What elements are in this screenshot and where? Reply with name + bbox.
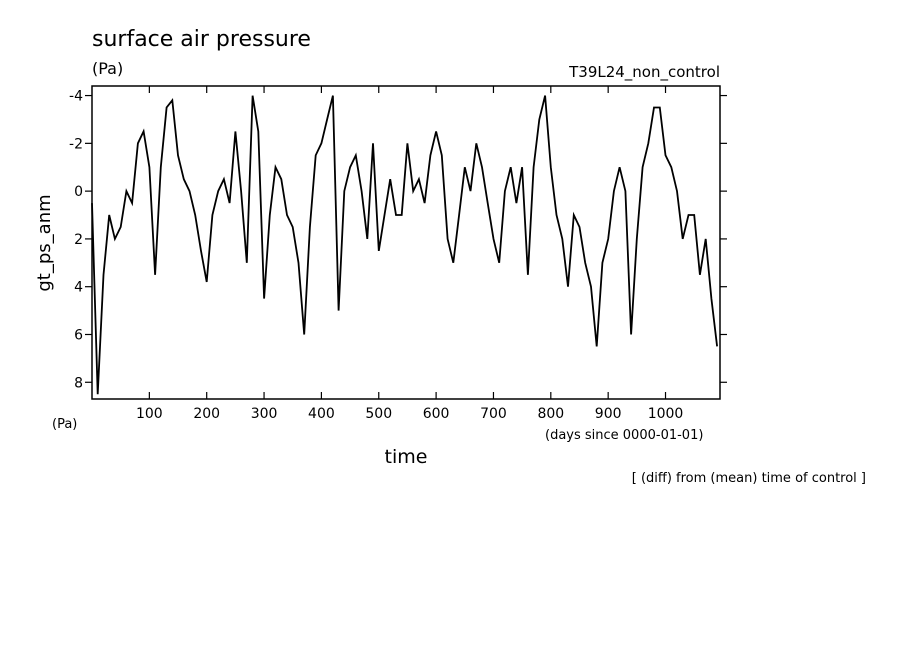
y-tick-label: 4 — [74, 280, 83, 296]
plot-frame — [91, 85, 721, 400]
x-unit-label: (days since 0000-01-01) — [545, 428, 703, 443]
data-line — [91, 95, 718, 395]
x-tick-label: 1000 — [648, 406, 684, 422]
x-tick-label: 500 — [365, 406, 392, 422]
y-tick-label: 0 — [74, 184, 83, 200]
y-tick-label: -2 — [69, 136, 83, 152]
y-tick-label: -4 — [69, 89, 83, 105]
y-tick-label: 6 — [74, 327, 83, 343]
unit-label: (Pa) — [92, 59, 123, 78]
y-tick-label: 8 — [74, 375, 83, 391]
x-tick-label: 100 — [136, 406, 163, 422]
chart-title: surface air pressure — [92, 27, 311, 52]
x-axis-label: time — [385, 446, 428, 468]
x-tick-label: 600 — [423, 406, 450, 422]
y-unit-label: (Pa) — [52, 417, 77, 432]
y-axis-label: gt_ps_anm — [34, 194, 55, 291]
x-tick-label: 800 — [537, 406, 564, 422]
x-tick-label: 200 — [193, 406, 220, 422]
x-tick-label: 300 — [251, 406, 278, 422]
y-tick-label: 2 — [74, 232, 83, 248]
experiment-label: T39L24_non_control — [568, 63, 720, 82]
x-tick-label: 400 — [308, 406, 335, 422]
x-tick-label: 900 — [595, 406, 622, 422]
note: [ (diff) from (mean) time of control ] — [632, 471, 866, 486]
x-tick-label: 700 — [480, 406, 507, 422]
